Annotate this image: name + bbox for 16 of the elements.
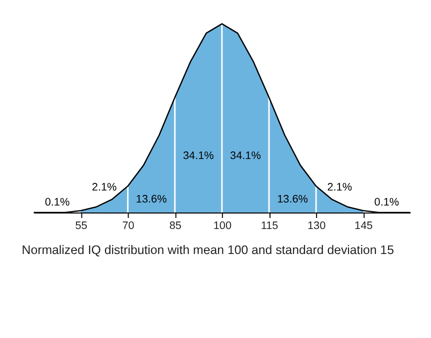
x-tick-label: 130 [307, 220, 326, 232]
annotation: 2.1% [327, 182, 352, 194]
x-tick-label: 100 [213, 220, 232, 232]
x-tick-label: 145 [354, 220, 373, 232]
annotation: 34.1% [230, 150, 262, 162]
annotation: 13.6% [277, 194, 308, 206]
annotation: 0.1% [374, 196, 400, 209]
x-tick-label: 85 [169, 220, 182, 232]
text: Normalized IQ distribution with mean 100 and standard deviation 15 [22, 243, 394, 258]
annotation: 2.1% [92, 182, 117, 194]
annotation: 0.1% [44, 196, 70, 209]
x-tick-label: 70 [122, 220, 134, 232]
x-tick-label: 55 [75, 220, 88, 232]
annotation: 13.6% [136, 194, 168, 206]
x-tick-label: 115 [260, 220, 278, 232]
annotation: 34.1% [182, 150, 214, 162]
